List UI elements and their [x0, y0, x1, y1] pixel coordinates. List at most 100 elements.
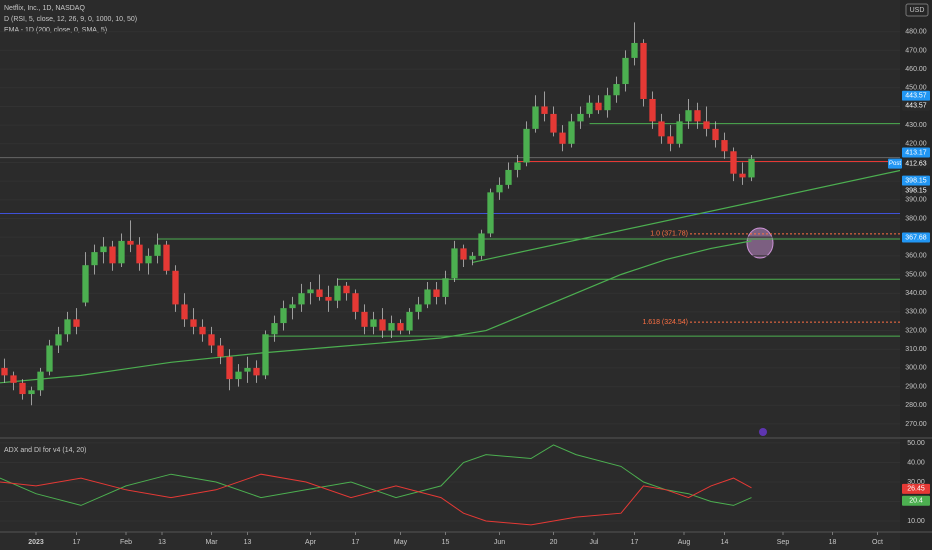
candle-body	[550, 113, 557, 133]
candle-body	[82, 265, 89, 303]
x-tick-label: 18	[829, 539, 837, 546]
candle-body	[703, 121, 710, 129]
y-tick-label: 300.00	[905, 365, 927, 372]
candle-body	[658, 121, 665, 137]
x-tick-label: 17	[352, 539, 360, 546]
y-tick-label: 310.00	[905, 346, 927, 353]
x-tick-label: 20	[550, 539, 558, 546]
candle-body	[145, 255, 152, 264]
candle-body	[469, 255, 476, 260]
price-tag	[902, 185, 930, 196]
candle-body	[649, 98, 656, 122]
indicator-label: D (RSI, 5, close, 12, 26, 9, 0, 1000, 10…	[4, 16, 137, 23]
x-tick-label: 17	[73, 539, 81, 546]
x-tick-label: 15	[442, 539, 450, 546]
candle-body	[739, 173, 746, 178]
candle-body	[397, 323, 404, 331]
candle-body	[289, 304, 296, 309]
fib-label: 1.618 (324.54)	[642, 319, 688, 326]
y-tick-label: 350.00	[905, 271, 927, 278]
x-tick-label: Apr	[305, 539, 317, 546]
candle-body	[361, 311, 368, 327]
candle-body	[640, 42, 647, 99]
candle-body	[451, 248, 458, 279]
candle-body	[604, 95, 611, 111]
candle-body	[127, 240, 134, 245]
candle-body	[406, 311, 413, 331]
price-tag-label: 412.63	[905, 160, 927, 167]
y-tick-label: 420.00	[905, 141, 927, 148]
candle-body	[379, 319, 386, 331]
x-tick-label: Aug	[678, 539, 691, 546]
candle-body	[712, 128, 719, 141]
y-tick-label: 450.00	[905, 85, 927, 92]
y-tick-label: 330.00	[905, 309, 927, 316]
y-tick-label: 430.00	[905, 122, 927, 129]
candle-body	[172, 270, 179, 305]
y-tick-label: 280.00	[905, 402, 927, 409]
candle-body	[37, 371, 44, 391]
lower-tick-label: 10.00	[907, 518, 925, 525]
y-tick-label: 460.00	[905, 66, 927, 73]
candle-body	[478, 233, 485, 256]
candle-body	[271, 323, 278, 335]
candle-body	[343, 285, 350, 294]
price-tag-label: 398.15	[905, 177, 927, 184]
candle-body	[244, 367, 251, 372]
x-tick-label: 13	[244, 539, 252, 546]
candle-body	[118, 240, 125, 264]
lower-tick-label: 40.00	[907, 459, 925, 466]
currency-box[interactable]	[905, 3, 929, 17]
candle-body	[136, 244, 143, 264]
session-label: Post	[889, 161, 901, 167]
candle-body	[748, 158, 755, 178]
candle-body	[514, 162, 521, 170]
lower-title: ADX and DI for v4 (14, 20)	[4, 447, 86, 454]
candle-body	[154, 244, 161, 256]
y-tick-label: 360.00	[905, 253, 927, 260]
indicator-label: EMA - 1D (200, close, 0, SMA, 5)	[4, 27, 107, 34]
session-tag	[888, 158, 902, 169]
candle-body	[424, 289, 431, 305]
candle-body	[433, 289, 440, 297]
candle-body	[199, 326, 206, 335]
candle-body	[613, 84, 620, 96]
y-tick-label: 480.00	[905, 29, 927, 36]
highlight-circle	[746, 227, 774, 259]
lower-tag	[902, 495, 930, 506]
candle-body	[64, 319, 71, 335]
candle-body	[523, 128, 530, 163]
candle-body	[298, 293, 305, 305]
overlay-line	[0, 240, 752, 384]
candle-body	[352, 293, 359, 312]
candle-body	[559, 132, 566, 144]
candle-body	[100, 246, 107, 253]
candle-body	[730, 151, 737, 174]
di-line	[0, 444, 752, 506]
fib-label: 1.0 (371.78)	[650, 231, 688, 238]
chart-title: Netflix, Inc., 1D, NASDAQ	[4, 5, 85, 12]
lower-tag-label: 26.45	[907, 486, 925, 493]
y-tick-label: 320.00	[905, 327, 927, 334]
x-tick-label: 2023	[28, 539, 44, 546]
x-tick-label: 17	[631, 539, 639, 546]
candle-body	[226, 356, 233, 380]
price-tag	[902, 147, 930, 158]
x-tick-label: Jul	[590, 539, 599, 546]
y-tick-label: 340.00	[905, 290, 927, 297]
candle-body	[109, 246, 116, 264]
overlay-line	[472, 169, 901, 263]
x-tick-label: May	[394, 539, 408, 546]
y-tick-label: 470.00	[905, 47, 927, 54]
candle-body	[541, 106, 548, 114]
candle-body	[235, 371, 242, 380]
candle-body	[217, 345, 224, 357]
x-tick-label: Oct	[872, 539, 883, 546]
candle-body	[10, 375, 17, 383]
candle-body	[334, 285, 341, 301]
x-tick-label: Mar	[205, 539, 218, 546]
event-icon[interactable]	[759, 428, 767, 436]
candle-body	[460, 248, 467, 260]
price-tag	[902, 100, 930, 111]
candle-body	[577, 113, 584, 122]
